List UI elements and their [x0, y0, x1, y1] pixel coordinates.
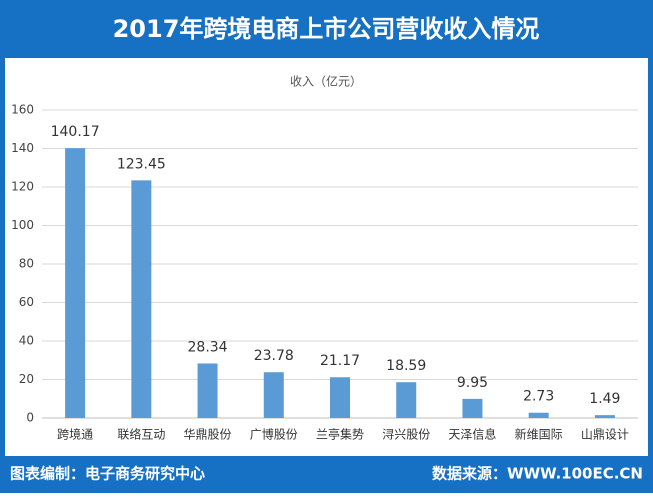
bar [263, 372, 284, 418]
footer-left: 图表编制：电子商务研究中心 [10, 465, 205, 483]
x-tick-label: 华鼎股份 [184, 428, 232, 442]
value-label: 123.45 [117, 156, 166, 172]
plot-panel [5, 58, 648, 456]
y-tick-label: 100 [11, 218, 34, 232]
bar [396, 382, 417, 418]
y-axis-label: 收入（亿元） [290, 74, 362, 89]
x-tick-label: 联络互动 [117, 427, 165, 442]
value-label: 21.17 [320, 353, 360, 369]
bar [594, 415, 615, 418]
x-tick-label: 兰亭集势 [316, 427, 364, 442]
y-tick-label: 120 [11, 180, 34, 194]
bar [197, 363, 218, 418]
x-tick-label: 跨境通 [57, 427, 93, 442]
x-tick-label: 天泽信息 [448, 427, 496, 442]
bar [330, 377, 350, 418]
footer-right: 数据来源：WWW.100EC.CN [432, 465, 643, 483]
bar [528, 412, 549, 418]
bar [65, 148, 86, 419]
x-tick-label: 新维国际 [515, 427, 563, 442]
value-label: 140.17 [51, 124, 100, 140]
bar [462, 398, 483, 418]
value-label: 2.73 [523, 389, 554, 405]
y-tick-label: 0 [26, 411, 34, 425]
chart-title: 2017年跨境电商上市公司营收收入情况 [113, 15, 540, 43]
value-label: 23.78 [254, 348, 294, 364]
value-label: 28.34 [188, 339, 228, 355]
x-tick-label: 山鼎设计 [581, 428, 629, 442]
value-label: 18.59 [386, 358, 426, 374]
y-tick-label: 40 [19, 334, 34, 348]
value-label: 9.95 [457, 375, 488, 391]
bar [131, 180, 152, 418]
y-tick-label: 160 [11, 103, 34, 117]
y-tick-label: 80 [19, 257, 34, 271]
x-tick-label: 浔兴股份 [382, 428, 430, 442]
y-tick-label: 20 [19, 372, 34, 386]
x-tick-label: 广博股份 [250, 427, 298, 442]
y-tick-label: 60 [19, 295, 34, 309]
y-tick-label: 140 [11, 141, 34, 155]
value-label: 1.49 [589, 391, 620, 407]
